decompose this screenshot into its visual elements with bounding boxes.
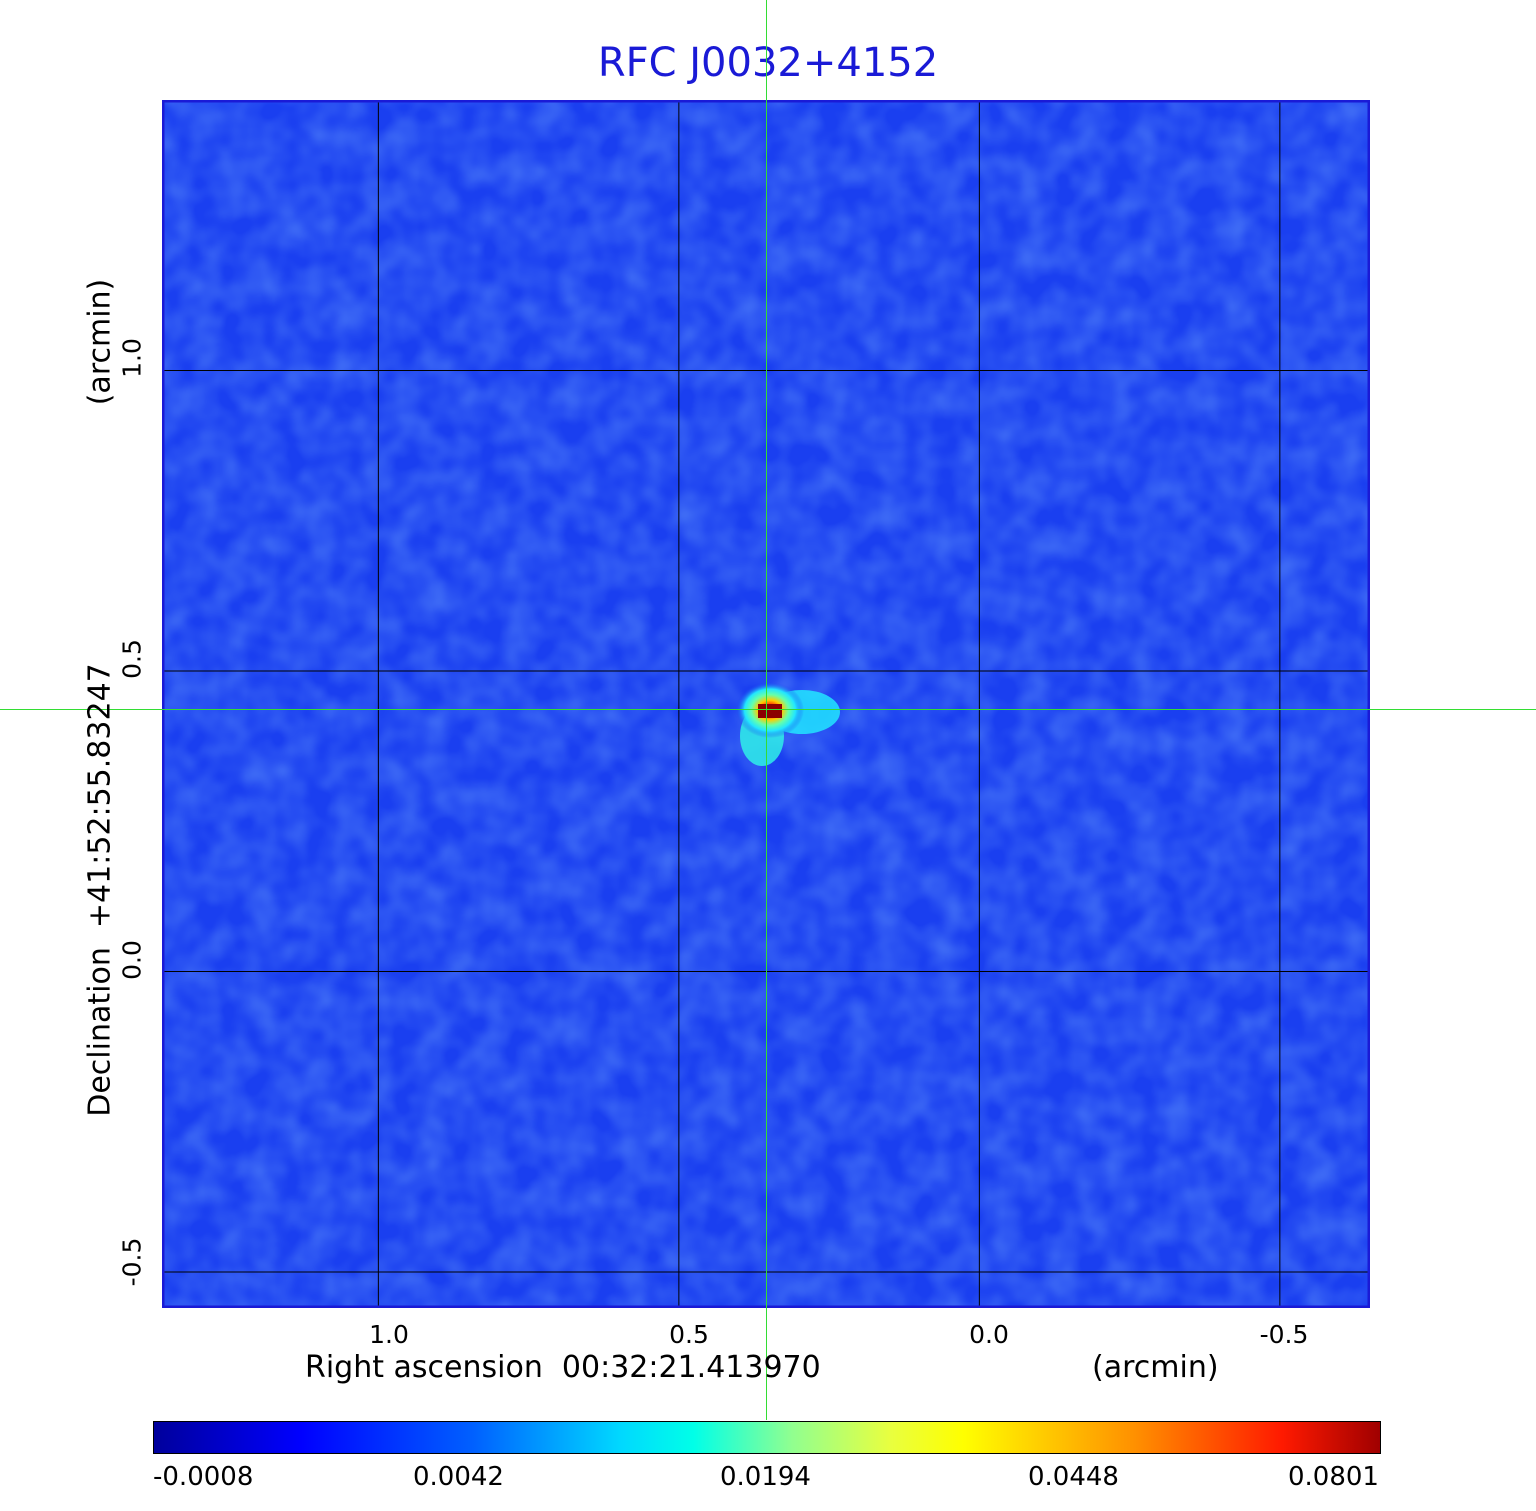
x-tick-label: 0.0 <box>969 1320 1009 1349</box>
colorbar-tick-label: 0.0042 <box>413 1462 504 1492</box>
colorbar <box>153 1421 1381 1454</box>
x-axis-unit: (arcmin) <box>1092 1350 1219 1385</box>
y-tick-label: 1.0 <box>117 338 147 378</box>
crosshair-horizontal <box>0 709 1536 710</box>
y-tick-label: 0.5 <box>117 639 147 679</box>
x-tick-label: -0.5 <box>1259 1320 1309 1349</box>
crosshair-vertical <box>766 0 767 1420</box>
source-peak <box>758 704 782 718</box>
y-tick-label: 0.0 <box>117 940 147 980</box>
colorbar-tick-label: 0.0448 <box>1028 1462 1119 1492</box>
colorbar-tick-label: -0.0008 <box>153 1462 254 1492</box>
y-axis-label: Declination +41:52:55.83247 <box>82 663 118 1117</box>
colorbar-tick-label: 0.0194 <box>720 1462 811 1492</box>
chart-title: RFC J0032+4152 <box>597 40 939 86</box>
y-tick-label: -0.5 <box>117 1237 147 1287</box>
x-tick-label: 1.0 <box>369 1320 409 1349</box>
colorbar-tick-label: 0.0801 <box>1288 1462 1379 1492</box>
source-blob <box>736 682 840 766</box>
x-axis-label: Right ascension 00:32:21.413970 <box>305 1350 821 1385</box>
y-axis-unit: (arcmin) <box>82 278 118 406</box>
x-tick-label: 0.5 <box>669 1320 709 1349</box>
